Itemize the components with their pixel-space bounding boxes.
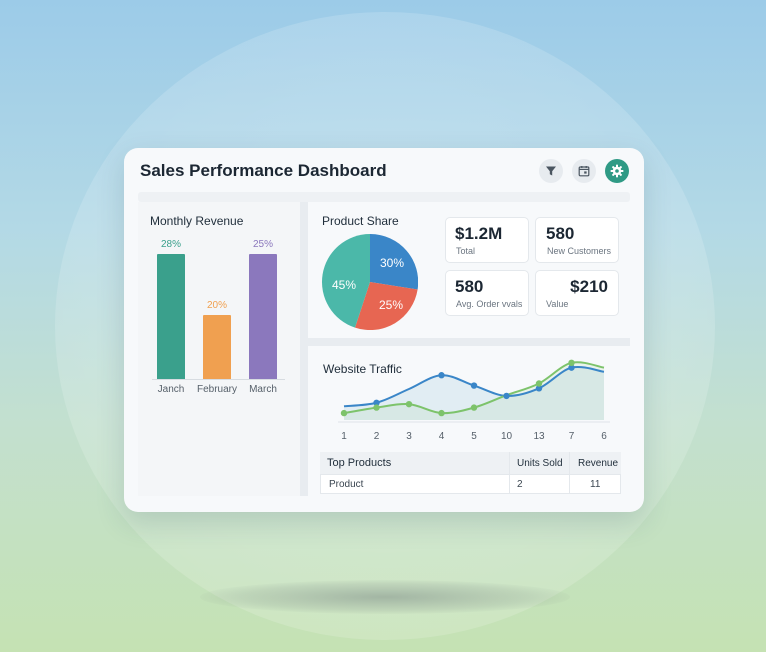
monthly-revenue-title: Monthly Revenue bbox=[150, 214, 244, 228]
card-shadow bbox=[200, 580, 570, 614]
kpi-avg-order: 580 Avg. Order vvals bbox=[445, 270, 529, 316]
table-cell-revenue: 11 bbox=[590, 478, 601, 490]
table-col-divider-1 bbox=[509, 452, 510, 494]
horizontal-divider bbox=[308, 338, 630, 346]
kpi-avg-order-value: 580 bbox=[455, 277, 484, 296]
pie-label-25: 25% bbox=[379, 298, 403, 312]
vertical-divider bbox=[300, 202, 308, 496]
kpi-avg-order-label: Avg. Order vvals bbox=[456, 299, 523, 309]
traffic-point-2-1 bbox=[340, 409, 348, 417]
page-title: Sales Performance Dashboard bbox=[140, 161, 387, 180]
pie-slice-30 bbox=[370, 234, 418, 290]
traffic-x-label: 4 bbox=[439, 431, 445, 442]
traffic-point-2-5 bbox=[470, 404, 478, 411]
kpi-total-value: $1.2M bbox=[455, 224, 503, 243]
table-header-units-sold: Units Sold bbox=[517, 457, 563, 469]
traffic-point-1-4 bbox=[438, 372, 445, 379]
traffic-x-label: 13 bbox=[533, 431, 545, 442]
revenue-bar-march bbox=[249, 254, 277, 380]
kpi-value-label: Value bbox=[546, 299, 569, 309]
traffic-x-label: 3 bbox=[406, 431, 412, 442]
calendar-icon bbox=[578, 166, 590, 177]
top-products-table: Top Products Units Sold Revenue Product … bbox=[320, 452, 621, 494]
category-february: February bbox=[196, 384, 237, 395]
traffic-x-label: 6 bbox=[601, 431, 607, 442]
revenue-label-janch: 28% bbox=[160, 239, 181, 250]
traffic-x-label: 2 bbox=[374, 431, 380, 442]
traffic-point-1-5 bbox=[470, 382, 478, 389]
settings-button[interactable] bbox=[605, 159, 629, 183]
traffic-point-1-7 bbox=[535, 385, 543, 392]
website-traffic-title: Website Traffic bbox=[323, 362, 402, 376]
traffic-x-label: 1 bbox=[341, 431, 347, 442]
traffic-point-2-2 bbox=[373, 404, 380, 411]
kpi-new-customers-label: New Customers bbox=[547, 246, 612, 256]
product-share-pie: 30% 25% 45% bbox=[321, 234, 418, 330]
revenue-label-march: 25% bbox=[252, 239, 273, 250]
pie-slice-45 bbox=[321, 234, 370, 328]
traffic-point-2-7 bbox=[535, 380, 543, 387]
category-march: March bbox=[249, 384, 277, 395]
traffic-x-label: 5 bbox=[471, 431, 477, 442]
revenue-bar-february bbox=[203, 315, 231, 380]
table-cell-product: Product bbox=[329, 478, 364, 490]
gear-icon bbox=[610, 164, 624, 178]
traffic-point-2-8 bbox=[568, 359, 575, 367]
product-share-title: Product Share bbox=[322, 214, 399, 228]
revenue-bar-janch bbox=[157, 254, 185, 380]
table-header-row bbox=[320, 452, 621, 474]
filter-button[interactable] bbox=[539, 159, 563, 183]
table-header-top-products: Top Products bbox=[327, 457, 392, 469]
traffic-point-1-2 bbox=[373, 399, 380, 406]
category-janch: Janch bbox=[157, 384, 185, 395]
dashboard-card: Sales Performance Dashboard bbox=[124, 148, 644, 512]
traffic-x-label: 7 bbox=[569, 431, 575, 442]
kpi-new-customers: 580 New Customers bbox=[535, 217, 619, 263]
table-col-divider-2 bbox=[569, 452, 570, 494]
traffic-x-label: 10 bbox=[501, 431, 513, 442]
pie-label-30: 30% bbox=[380, 256, 404, 270]
traffic-point-1-6 bbox=[503, 392, 510, 400]
header-divider bbox=[138, 192, 630, 202]
table-row bbox=[320, 474, 621, 494]
pie-label-45: 45% bbox=[332, 278, 356, 292]
calendar-button[interactable] bbox=[572, 159, 596, 183]
revenue-axis bbox=[152, 379, 285, 380]
traffic-point-2-4 bbox=[438, 409, 445, 417]
kpi-value: $210 Value bbox=[535, 270, 619, 316]
revenue-label-february: 20% bbox=[206, 300, 227, 311]
pie-slice-25 bbox=[355, 282, 418, 330]
kpi-total-label: Total bbox=[456, 246, 476, 256]
traffic-point-1-8 bbox=[568, 364, 575, 371]
traffic-point-2-3 bbox=[405, 400, 413, 408]
kpi-new-customers-value: 580 bbox=[546, 224, 575, 243]
website-traffic-chart: 1 2 3 4 5 10 13 7 6 bbox=[338, 359, 610, 442]
table-cell-units: 2 bbox=[517, 478, 523, 490]
kpi-total: $1.2M Total bbox=[445, 217, 529, 263]
table-header-revenue: Revenue bbox=[578, 457, 619, 469]
kpi-value-value: $210 bbox=[570, 277, 608, 296]
filter-icon bbox=[546, 166, 556, 176]
